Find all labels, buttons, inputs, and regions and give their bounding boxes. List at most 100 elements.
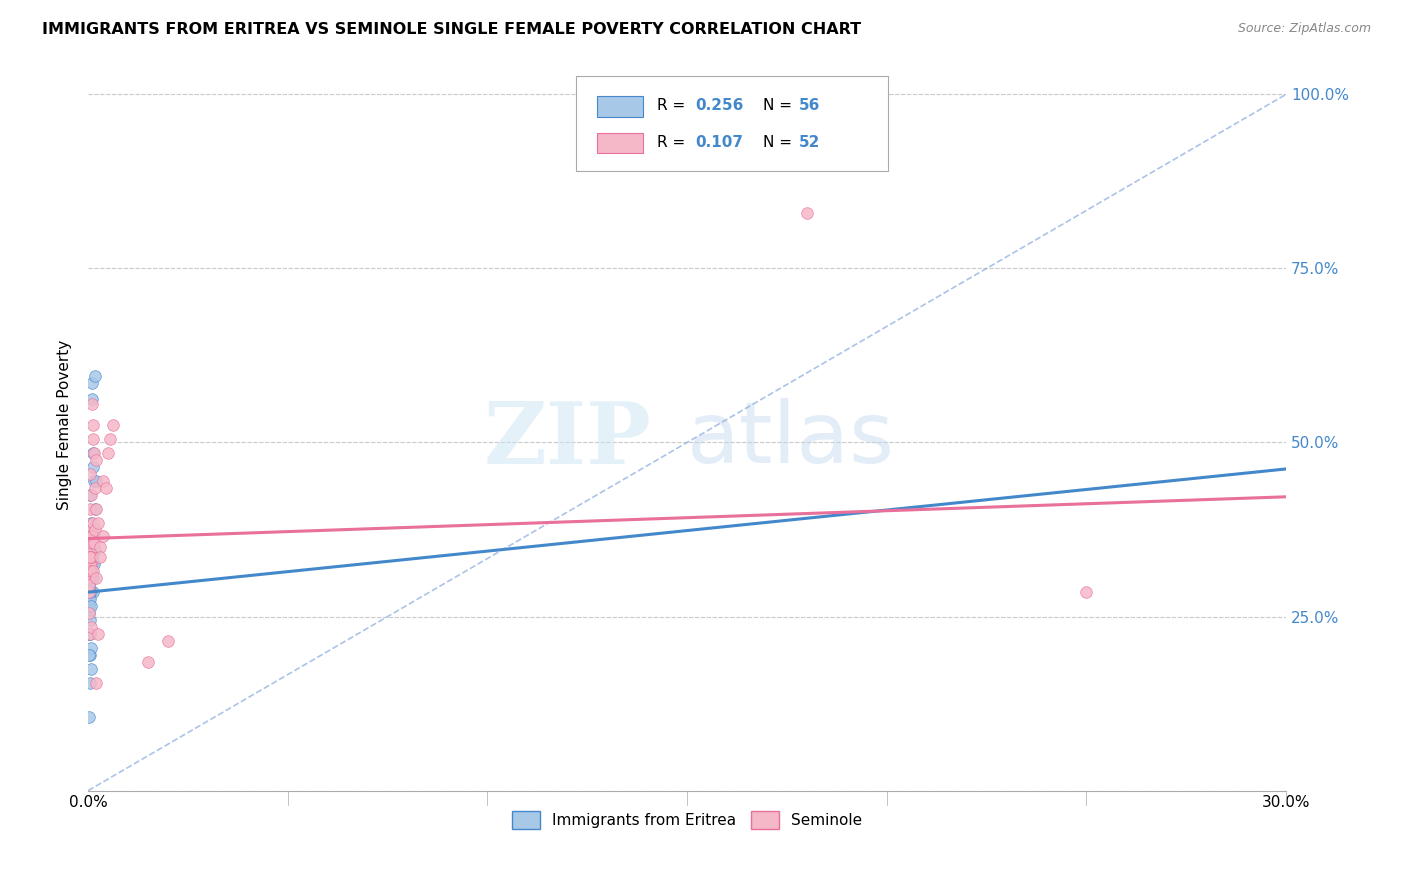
Point — [82, 564, 104, 578]
Text: 56: 56 — [799, 98, 820, 113]
Point — [79, 571, 101, 585]
Point — [79, 582, 101, 596]
Point — [79, 578, 101, 592]
Point — [80, 564, 103, 578]
Point — [79, 550, 101, 565]
Point — [84, 453, 107, 467]
Point — [79, 606, 101, 620]
Point — [79, 675, 101, 690]
Point — [84, 523, 107, 537]
Point — [79, 571, 101, 585]
Y-axis label: Single Female Poverty: Single Female Poverty — [58, 340, 72, 510]
Point — [84, 675, 107, 690]
Point — [91, 474, 114, 488]
Point — [79, 585, 101, 599]
Point — [80, 571, 103, 585]
Point — [84, 501, 107, 516]
Point — [82, 585, 104, 599]
Point — [80, 516, 103, 530]
Text: R =: R = — [657, 135, 690, 150]
Point — [79, 550, 101, 565]
Point — [98, 432, 121, 446]
Point — [84, 474, 107, 488]
Point — [84, 543, 107, 558]
Point — [79, 627, 101, 641]
Point — [82, 446, 104, 460]
Point — [79, 613, 101, 627]
Point — [80, 550, 103, 565]
Point — [82, 529, 104, 543]
Point — [79, 523, 101, 537]
Point — [82, 571, 104, 585]
Point — [79, 596, 101, 610]
Point — [80, 550, 103, 565]
Point — [82, 459, 104, 474]
Point — [82, 550, 104, 565]
Point — [79, 529, 101, 543]
Point — [79, 550, 101, 565]
Point — [79, 529, 101, 543]
Point — [1076, 585, 1098, 599]
Point — [80, 585, 103, 599]
Point — [79, 599, 101, 613]
Point — [79, 578, 101, 592]
Point — [84, 369, 107, 384]
Legend: Immigrants from Eritrea, Seminole: Immigrants from Eritrea, Seminole — [506, 805, 868, 836]
Point — [97, 446, 120, 460]
Point — [84, 571, 107, 585]
Point — [89, 540, 111, 554]
Point — [79, 501, 101, 516]
Point — [79, 592, 101, 607]
Point — [79, 558, 101, 572]
Point — [79, 467, 101, 481]
Point — [79, 627, 101, 641]
Point — [79, 710, 101, 724]
Point — [79, 571, 101, 585]
Text: N =: N = — [762, 135, 796, 150]
Point — [79, 585, 101, 599]
Point — [80, 620, 103, 634]
FancyBboxPatch shape — [575, 76, 889, 171]
Point — [80, 662, 103, 676]
Point — [83, 558, 105, 572]
Point — [82, 536, 104, 550]
Text: 0.107: 0.107 — [696, 135, 744, 150]
Point — [79, 606, 101, 620]
Point — [79, 558, 101, 572]
Point — [101, 418, 124, 433]
Point — [83, 446, 105, 460]
Point — [89, 550, 111, 565]
Point — [80, 599, 103, 613]
Text: R =: R = — [657, 98, 690, 113]
Point — [80, 564, 103, 578]
Point — [84, 501, 107, 516]
Point — [79, 592, 101, 607]
Point — [87, 627, 110, 641]
Point — [79, 648, 101, 662]
Point — [82, 550, 104, 565]
Point — [80, 564, 103, 578]
Point — [91, 529, 114, 543]
Text: Source: ZipAtlas.com: Source: ZipAtlas.com — [1237, 22, 1371, 36]
Point — [79, 571, 101, 585]
Point — [79, 571, 101, 585]
Point — [796, 206, 818, 220]
Point — [79, 488, 101, 502]
Point — [83, 529, 105, 543]
Point — [82, 418, 104, 433]
Point — [79, 550, 101, 565]
Point — [82, 376, 104, 391]
Point — [79, 564, 101, 578]
Point — [80, 488, 103, 502]
Point — [79, 627, 101, 641]
Point — [82, 536, 104, 550]
Text: ZIP: ZIP — [484, 398, 651, 482]
Point — [80, 571, 103, 585]
Point — [80, 585, 103, 599]
Point — [80, 543, 103, 558]
FancyBboxPatch shape — [598, 96, 643, 117]
Point — [156, 634, 179, 648]
Point — [79, 536, 101, 550]
Point — [80, 640, 103, 655]
Point — [82, 392, 104, 407]
